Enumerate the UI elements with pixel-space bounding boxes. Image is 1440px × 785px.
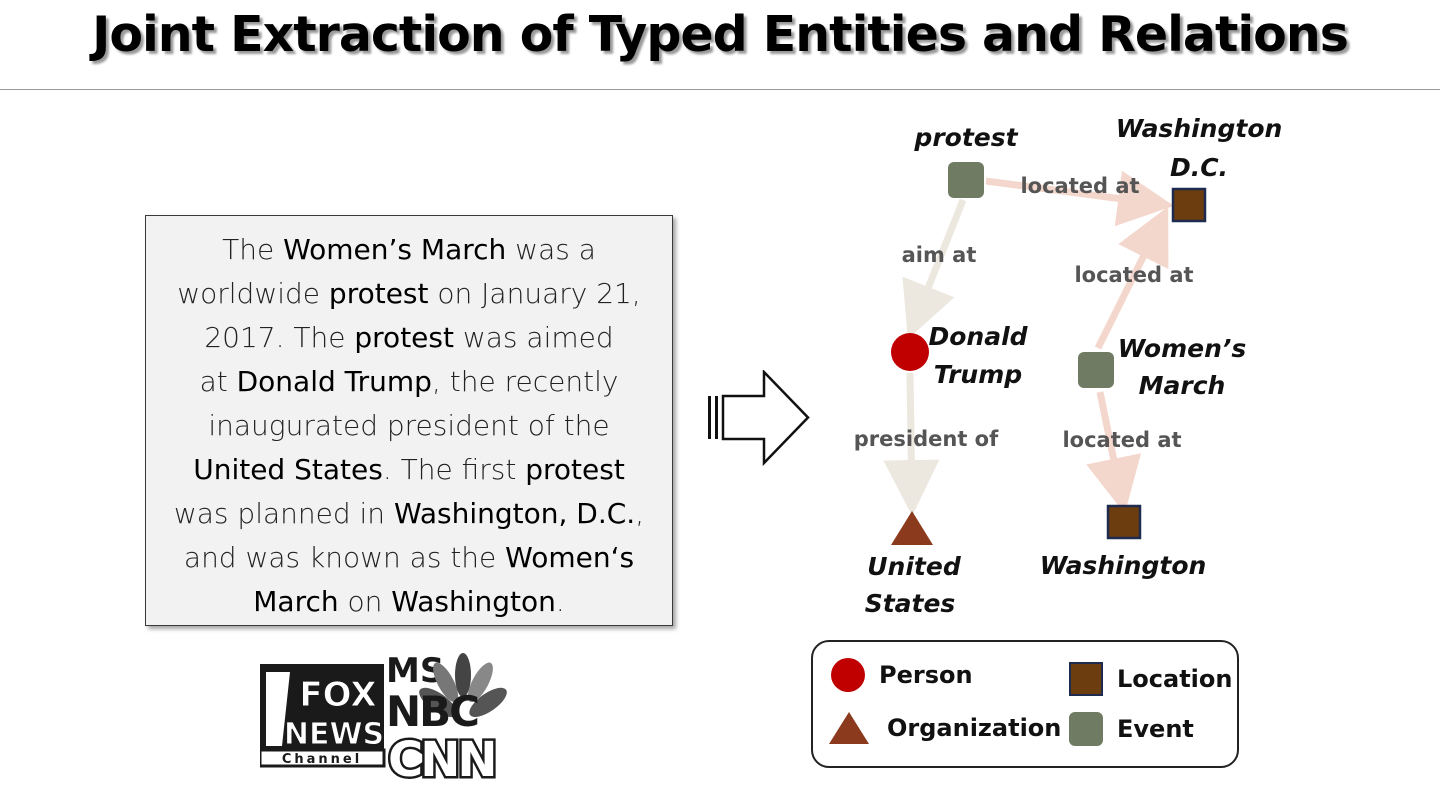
fox-logo-text: FOX	[299, 675, 376, 715]
entity-mention: Washington	[391, 585, 556, 618]
passage-text: 2017. The	[204, 321, 355, 354]
passage-text: . The first	[382, 453, 526, 486]
legend-item-person: Person	[831, 658, 973, 692]
entity-mention: Donald Trump	[236, 365, 432, 398]
passage-line: worldwide protest on January 21,	[146, 272, 672, 316]
title-divider	[0, 89, 1440, 90]
passage-text: on	[338, 585, 392, 618]
node-protest	[948, 162, 984, 198]
passage-line: United States. The first protest	[146, 448, 672, 492]
passage-line: at Donald Trump, the recently	[146, 360, 672, 404]
passage-text: at	[199, 365, 237, 398]
node-label-wash: Washington	[1040, 551, 1207, 580]
legend-item-organization: Organization	[829, 712, 1061, 744]
msnbc-logo: MS NBC	[386, 651, 507, 736]
cnn-logo: CNN ​	[386, 730, 501, 783]
channel-logo-text: Channel	[282, 752, 362, 767]
fox-news-logo: FOX NEWS Channel	[260, 664, 386, 768]
node-label-wm: March	[1139, 371, 1226, 400]
passage-text: , the recently	[431, 365, 619, 398]
passage-text: inaugurated president of the	[208, 409, 610, 442]
edge-trump-us	[883, 372, 940, 516]
news-logo-text: NEWS	[284, 717, 384, 752]
peacock-icon	[419, 653, 507, 718]
legend: Person Organization Location Event	[811, 640, 1239, 768]
entity-mention: protest	[328, 277, 429, 310]
legend-label-event: Event	[1117, 715, 1194, 743]
entity-relation-graph: located at aim at located at president of lo…	[854, 114, 1283, 618]
edge-wm-dc	[1094, 206, 1169, 350]
passage-line: was planned in Washington, D.C.,	[146, 492, 672, 536]
passage-line: 2017. The protest was aimed	[146, 316, 672, 360]
legend-label-location: Location	[1117, 665, 1233, 693]
node-label-protest: protest	[913, 123, 1018, 152]
edge-label-protest-trump: aim at	[902, 243, 977, 267]
node-label-trump: Donald	[928, 322, 1028, 351]
legend-label-person: Person	[879, 661, 973, 689]
legend-item-event: Event	[1069, 712, 1194, 746]
node-label-dc: D.C.	[1170, 153, 1228, 182]
edge-label-trump-us: president of	[854, 427, 999, 451]
entity-mention: March	[253, 585, 339, 618]
person-symbol-icon	[831, 658, 865, 692]
node-trump	[891, 333, 929, 371]
node-us	[891, 511, 933, 545]
passage-text: was aimed	[453, 321, 614, 354]
legend-label-organization: Organization	[887, 714, 1062, 742]
edge-protest-trump	[902, 198, 967, 340]
location-symbol-icon	[1069, 662, 1103, 696]
msnbc-nbc-text: NBC	[386, 687, 478, 736]
node-dc	[1171, 187, 1207, 223]
passage-line: The Women’s March was a	[146, 228, 672, 272]
news-logos: FOX NEWS Channel MS NBC CNN ​	[260, 651, 507, 783]
node-label-wm: Women’s	[1118, 334, 1247, 363]
node-label-dc: Washington	[1116, 114, 1283, 143]
edge-label-protest-dc: located at	[1020, 174, 1139, 198]
passage-text: on January 21,	[428, 277, 641, 310]
passage-text: was a	[506, 233, 596, 266]
edge-label-wm-wash: located at	[1062, 428, 1181, 452]
entity-mention: protest	[354, 321, 454, 354]
entity-mention: protest	[525, 453, 625, 486]
entity-mention: United States	[193, 453, 383, 486]
passage-text: was planned in	[173, 497, 394, 530]
passage-text: worldwide	[177, 277, 329, 310]
edge-wm-wash	[1086, 391, 1142, 514]
slide-title: Joint Extraction of Typed Entities and R…	[92, 6, 1349, 63]
passage-text: .	[555, 585, 565, 618]
organization-symbol-icon	[829, 712, 869, 744]
node-label-trump: Trump	[934, 360, 1022, 389]
cnn-logo-text: CNN	[388, 732, 495, 782]
node-label-us: United	[867, 552, 962, 581]
entity-mention: Women’s March	[283, 233, 507, 266]
entity-mention: Women‘s	[505, 541, 635, 574]
node-label-us: States	[865, 589, 956, 618]
source-passage-box: The Women’s March was a worldwide protest…	[145, 215, 673, 626]
passage-text: and was known as the	[183, 541, 506, 574]
legend-item-location: Location	[1069, 662, 1232, 696]
node-wm	[1078, 352, 1114, 388]
passage-line: and was known as the Women‘s	[146, 536, 672, 580]
edge-protest-dc	[985, 170, 1174, 227]
passage-line: inaugurated president of the	[146, 404, 672, 448]
passage-text: The	[222, 233, 284, 266]
right-arrow-icon	[708, 370, 810, 466]
event-symbol-icon	[1069, 712, 1103, 746]
passage-text: ,	[635, 497, 645, 530]
edge-label-wm-dc: located at	[1074, 263, 1193, 287]
node-wash	[1106, 504, 1142, 540]
passage-line: March on Washington.	[146, 580, 672, 624]
entity-mention: Washington, D.C.	[393, 497, 636, 530]
